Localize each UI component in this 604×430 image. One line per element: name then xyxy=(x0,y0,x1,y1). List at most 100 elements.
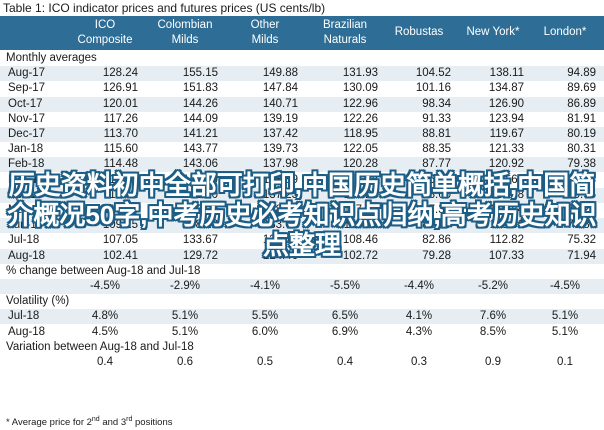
table-cell: 0.4 xyxy=(337,356,353,368)
table-cell: 124.46 xyxy=(262,249,298,262)
row-label: Mar-18 xyxy=(8,173,45,186)
table-cell: 5.1% xyxy=(551,325,579,338)
table-row: Sep-17 126.91 151.83 147.84 130.09 101.16 134.… xyxy=(0,81,604,96)
table-cell: 98.34 xyxy=(422,97,451,110)
column-header: Colombian Milds xyxy=(148,16,222,50)
column-header-line1: Brazilian xyxy=(322,19,368,31)
row-label: Sep-17 xyxy=(8,82,46,95)
table-cell: 138.22 xyxy=(182,219,218,232)
table-cell: -2.9% xyxy=(169,280,201,292)
row-label: Jul-18 xyxy=(8,310,40,323)
table-cell: 112.44 xyxy=(103,173,138,186)
table-row: Jul-18 107.05 133.67 129.79 108.46 82.86 112.8… xyxy=(0,233,604,248)
table-cell: 113.70 xyxy=(103,128,138,140)
table-cell: 109.15 xyxy=(102,219,138,232)
column-header-line2: Composite xyxy=(77,34,133,46)
table-cell: 0.5 xyxy=(257,356,273,368)
column-header: Other Milds xyxy=(228,16,302,50)
table-cell: 122.05 xyxy=(342,143,378,156)
table-cell: 117.26 xyxy=(103,112,138,125)
column-header: Robustas xyxy=(383,16,455,50)
table-cell: 0.3 xyxy=(411,356,427,368)
table-cell: 6.5% xyxy=(331,310,359,323)
table-cell: 4.8% xyxy=(91,310,119,323)
table-cell: 123.94 xyxy=(488,112,524,125)
table-cell: 126.90 xyxy=(488,97,524,110)
table-row: May-18 113.70 143.29 138.13 117.57 87.37 119.8… xyxy=(0,203,604,218)
footnote-post: positions xyxy=(132,417,173,429)
table-cell: 102.72 xyxy=(342,249,378,262)
table-cell: 112.87 xyxy=(343,219,378,232)
table-cell: 84.09 xyxy=(422,219,451,232)
section-label: Monthly averages xyxy=(6,52,97,64)
table-cell: 8.5% xyxy=(479,325,507,338)
column-header-line2: Robustas xyxy=(394,26,444,38)
table-cell: 137.23 xyxy=(262,188,298,201)
table-cell: 4.1% xyxy=(405,310,433,323)
table-cell: 122.96 xyxy=(342,97,378,110)
table-cell: 0.9 xyxy=(485,356,501,368)
table-cell: -4.1% xyxy=(249,280,281,292)
table-cell: 143.29 xyxy=(182,204,218,216)
table-cell: 120.01 xyxy=(102,97,138,110)
row-label: Jan-18 xyxy=(8,143,44,156)
row-label: Aug-18 xyxy=(8,325,46,338)
table-cell: 101.16 xyxy=(415,82,451,95)
row-label: Nov-17 xyxy=(8,112,46,125)
table-cell: 133.09 xyxy=(262,219,298,232)
column-header-line2: Milds xyxy=(251,34,279,46)
table-cell: 80.95 xyxy=(567,188,596,201)
table-row: Jun-18 109.15 138.22 133.09 112.87 84.09 115.3… xyxy=(0,218,604,234)
table-cell: 117.57 xyxy=(343,204,378,216)
table-cell: 5.1% xyxy=(171,310,199,323)
table-cell: 79.28 xyxy=(567,204,596,216)
table-cell: 115.60 xyxy=(103,143,138,156)
section-heading: Volatility (%) xyxy=(0,294,604,309)
table-cell: 143.06 xyxy=(182,158,218,171)
table-cell: -5.5% xyxy=(329,280,361,292)
column-header: London* xyxy=(530,16,600,50)
table-row: Nov-17 117.26 144.09 139.19 122.26 91.33 123.9… xyxy=(0,112,604,127)
watermark-overlay: 历史资料初中全部可打印,中国历史简单概括,中国简介概况50字,中考历史必考知识点… xyxy=(7,170,597,260)
row-label: May-18 xyxy=(8,204,47,216)
table-row: 0.4 0.6 0.5 0.4 0.3 0.9 0.1 xyxy=(0,355,604,370)
table-cell: 107.05 xyxy=(102,234,138,247)
table-cell: 94.89 xyxy=(567,67,596,80)
footnote-mid: and 3 xyxy=(99,417,127,429)
row-label: Dec-17 xyxy=(8,128,46,140)
table-row: Feb-18 114.48 143.06 137.98 120.28 87.77 120.9… xyxy=(0,157,604,173)
table-title: Table 1: ICO indicator prices and future… xyxy=(3,1,326,15)
table-cell: 121.33 xyxy=(488,143,524,156)
table-row: Jan-18 115.60 143.77 139.73 122.05 88.35 121.3… xyxy=(0,142,604,157)
table-header: ICO Composite Colombian Milds Other Milds Braz… xyxy=(0,16,604,50)
table-cell: 119.84 xyxy=(489,204,524,216)
table-cell: 77.98 xyxy=(567,173,596,186)
table-cell: -5.2% xyxy=(477,280,509,292)
table-cell: 118.65 xyxy=(489,173,524,186)
table-cell: 4.5% xyxy=(91,325,119,338)
table-cell: 87.77 xyxy=(422,158,451,171)
table-cell: 120.28 xyxy=(342,158,378,171)
table-cell: 155.15 xyxy=(182,67,218,80)
table-row: Mar-18 112.44 141.69 135.89 117.98 86.24 118.6… xyxy=(0,173,604,188)
table-cell: 130.09 xyxy=(342,82,378,95)
table-row: Apr-18 113.51 142.10 137.23 117.25 88.60 119.4… xyxy=(0,187,604,203)
section-label: Variation between Aug-18 and Jul-18 xyxy=(6,340,194,353)
row-label: Apr-18 xyxy=(8,188,43,201)
table-cell: 86.89 xyxy=(567,97,596,110)
table-cell: 7.6% xyxy=(479,310,507,323)
table-cell: -4.4% xyxy=(403,280,435,292)
table-cell: 88.60 xyxy=(422,188,451,201)
table-cell: 134.87 xyxy=(488,82,524,95)
table-cell: 6.0% xyxy=(251,325,279,338)
column-header-line2: Naturals xyxy=(323,34,367,46)
table-cell: 80.19 xyxy=(567,128,596,140)
table-cell: 133.67 xyxy=(182,234,218,247)
table-cell: 102.41 xyxy=(102,249,138,262)
table-cell: 0.4 xyxy=(97,356,113,368)
table-cell: 151.83 xyxy=(182,82,218,95)
table-cell: 118.95 xyxy=(343,128,378,140)
footnote-pre: * Average price for 2 xyxy=(6,417,92,429)
table-cell: 75.32 xyxy=(567,234,596,247)
table-cell: 5.1% xyxy=(551,310,579,323)
